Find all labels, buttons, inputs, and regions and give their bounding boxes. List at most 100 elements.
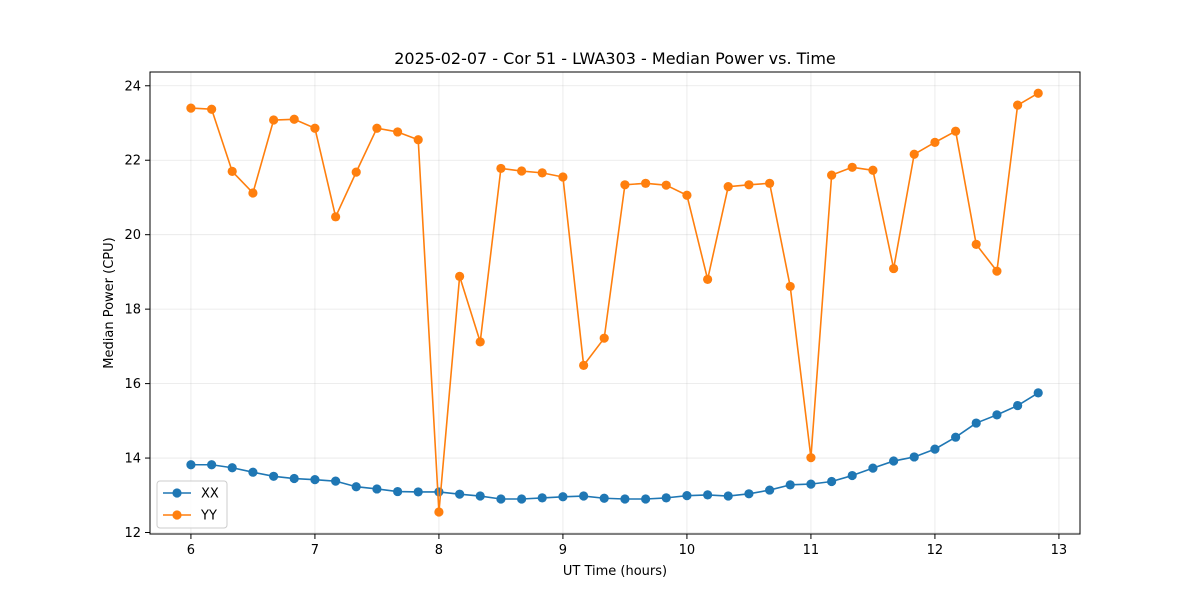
x-tick-label: 12: [927, 543, 944, 558]
data-point-xx: [971, 418, 981, 428]
data-point-xx: [248, 467, 258, 477]
y-tick-label: 14: [124, 452, 141, 467]
data-point-yy: [971, 239, 981, 249]
data-point-xx: [806, 479, 816, 489]
axis-ticks: 6 7 8 9 10 11 12 13 12 14 16 18 20 22 24: [124, 79, 1067, 558]
data-point-yy: [723, 182, 733, 192]
y-tick-label: 20: [124, 228, 141, 243]
data-point-yy: [620, 180, 630, 190]
data-point-xx: [847, 470, 857, 481]
data-point-xx: [227, 463, 237, 473]
x-tick-label: 10: [679, 543, 696, 558]
data-point-xx: [641, 494, 651, 504]
data-point-yy: [372, 123, 382, 133]
data-point-xx: [351, 482, 361, 492]
data-point-xx: [827, 476, 837, 487]
data-point-yy: [827, 170, 837, 180]
data-point-xx: [951, 432, 961, 442]
x-tick-label: 7: [311, 543, 319, 558]
data-point-xx: [930, 444, 940, 454]
data-point-xx: [558, 492, 568, 502]
data-point-yy: [765, 178, 775, 188]
data-point-yy: [496, 163, 506, 174]
x-axis-label: UT Time (hours): [563, 564, 667, 579]
data-point-yy: [558, 172, 568, 182]
plot-frame: [149, 71, 1081, 535]
data-point-xx: [785, 480, 795, 490]
data-point-yy: [537, 168, 547, 178]
data-point-yy: [641, 178, 651, 188]
data-point-yy: [310, 123, 320, 133]
data-point-yy: [1013, 100, 1023, 110]
data-point-yy: [909, 149, 919, 159]
data-point-xx: [868, 463, 878, 473]
data-point-xx: [434, 487, 444, 497]
x-tick-label: 13: [1051, 543, 1068, 558]
grid-lines: [150, 72, 1080, 534]
data-point-yy: [455, 271, 465, 281]
data-point-xx: [579, 491, 589, 501]
data-point-xx: [703, 490, 713, 500]
data-point-yy: [661, 180, 671, 190]
data-point-xx: [889, 456, 899, 466]
data-point-xx: [372, 484, 382, 494]
data-point-xx: [765, 485, 775, 495]
data-point-xx: [310, 475, 320, 485]
data-point-yy: [289, 114, 299, 124]
data-point-yy: [434, 507, 444, 517]
data-point-xx: [289, 473, 299, 484]
series-xx: [186, 388, 1043, 504]
data-point-xx: [269, 471, 279, 481]
data-point-yy: [930, 137, 940, 147]
y-tick-label: 16: [124, 377, 141, 392]
data-point-xx: [1033, 388, 1043, 398]
data-point-yy: [248, 188, 258, 198]
data-point-yy: [868, 165, 878, 175]
data-point-yy: [227, 166, 237, 176]
data-point-xx: [537, 493, 547, 503]
data-point-yy: [889, 263, 899, 274]
legend: XX YY: [156, 480, 228, 529]
data-point-xx: [909, 452, 919, 462]
legend-item-xx: XX: [163, 487, 219, 502]
data-point-xx: [620, 494, 630, 504]
series-line-yy: [190, 92, 1039, 513]
data-point-yy: [475, 337, 485, 347]
x-tick-label: 6: [187, 543, 195, 558]
data-point-xx: [496, 494, 506, 504]
data-point-xx: [599, 493, 609, 503]
data-point-xx: [207, 460, 217, 470]
data-point-yy: [1033, 88, 1043, 98]
data-point-xx: [413, 487, 423, 497]
data-point-xx: [682, 491, 692, 501]
data-point-yy: [186, 103, 196, 113]
x-tick-label: 11: [803, 543, 820, 558]
data-point-yy: [599, 333, 609, 343]
data-point-yy: [413, 135, 423, 145]
data-point-xx: [992, 410, 1002, 420]
legend-label: XX: [201, 487, 219, 502]
data-point-yy: [207, 104, 217, 114]
legend-swatch-marker: [172, 510, 182, 520]
y-tick-label: 22: [124, 154, 141, 169]
data-point-yy: [992, 266, 1002, 276]
y-tick-label: 12: [124, 526, 141, 541]
series-layer: [186, 88, 1043, 517]
data-point-xx: [1013, 400, 1023, 411]
data-point-xx: [723, 491, 733, 501]
data-point-yy: [703, 274, 713, 284]
x-tick-label: 8: [435, 543, 443, 558]
legend-swatch-marker: [172, 488, 182, 498]
data-point-xx: [455, 489, 465, 499]
data-point-yy: [579, 360, 589, 370]
data-point-xx: [475, 491, 485, 501]
data-point-yy: [951, 126, 961, 136]
data-point-yy: [517, 166, 527, 176]
y-tick-label: 18: [124, 303, 141, 318]
data-point-yy: [331, 212, 341, 222]
data-point-yy: [806, 453, 816, 463]
data-point-yy: [682, 190, 692, 200]
x-tick-label: 9: [559, 543, 567, 558]
